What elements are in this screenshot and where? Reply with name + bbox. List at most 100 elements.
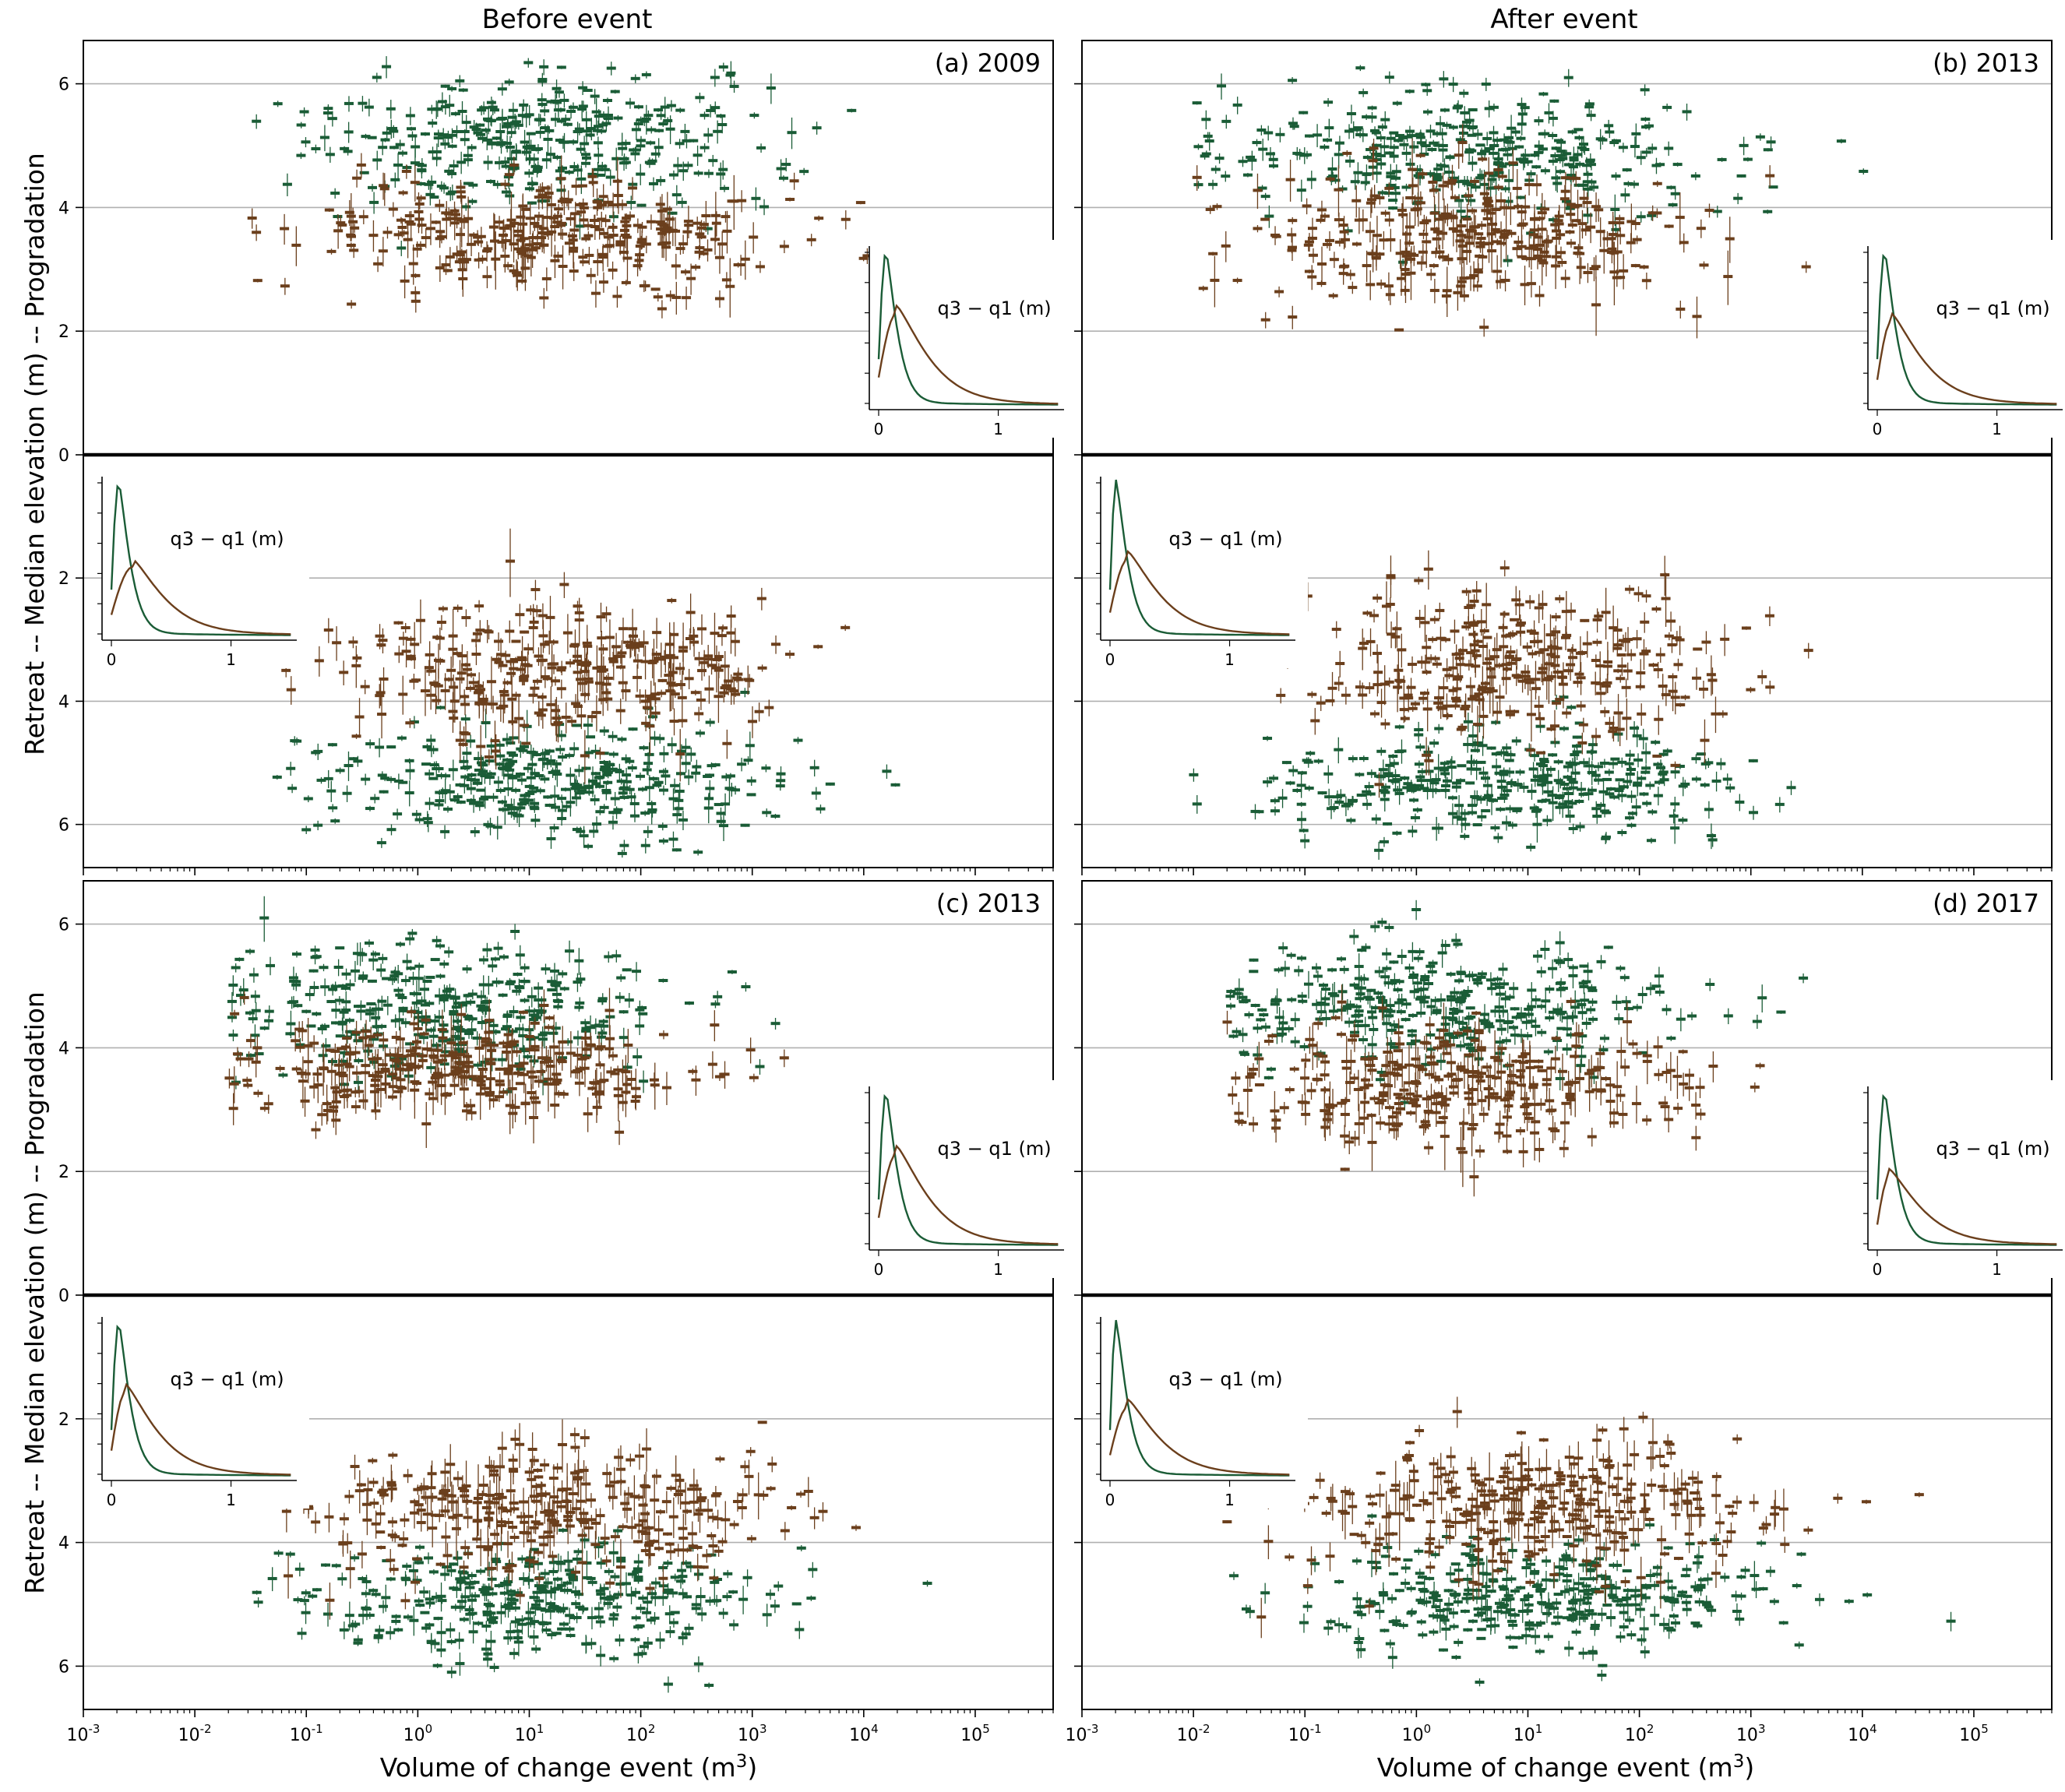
retreat-point xyxy=(1679,233,1689,253)
retreat-point xyxy=(397,1543,407,1548)
progradation-point xyxy=(1457,972,1467,976)
progradation-point xyxy=(480,787,490,809)
progradation-point xyxy=(411,136,421,158)
y-axis-label-top-row: Retreat -- Median elevation (m) -- Progr… xyxy=(19,153,50,755)
progradation-point xyxy=(1645,982,1655,995)
retreat-point xyxy=(474,600,485,613)
progradation-point xyxy=(1427,147,1437,153)
retreat-point xyxy=(692,217,703,231)
progradation-point xyxy=(297,1627,307,1640)
progradation-point xyxy=(1584,102,1595,106)
retreat-point xyxy=(1457,124,1468,164)
progradation-point xyxy=(527,788,537,795)
progradation-point xyxy=(367,136,377,139)
progradation-point xyxy=(703,169,714,178)
retreat-point xyxy=(597,203,608,207)
progradation-point xyxy=(582,118,592,145)
progradation-point xyxy=(668,788,678,811)
progradation-point xyxy=(693,170,703,177)
progradation-point xyxy=(1637,986,1647,1004)
progradation-point xyxy=(430,958,440,962)
progradation-point xyxy=(796,1545,806,1551)
retreat-point xyxy=(1526,689,1536,742)
y-tick-label: 6 xyxy=(58,76,69,95)
retreat-point xyxy=(608,223,618,248)
progradation-point xyxy=(1263,735,1273,741)
progradation-point xyxy=(395,139,405,150)
retreat-point xyxy=(1692,296,1702,339)
retreat-point xyxy=(637,221,647,234)
progradation-point xyxy=(456,151,467,174)
progradation-point xyxy=(1421,83,1431,87)
retreat-point xyxy=(448,609,458,666)
progradation-point xyxy=(1345,155,1355,167)
retreat-point xyxy=(388,202,398,217)
progradation-point xyxy=(668,170,678,180)
progradation-point xyxy=(1249,970,1259,973)
progradation-point xyxy=(1371,814,1381,825)
retreat-point xyxy=(1361,1062,1371,1100)
progradation-point xyxy=(616,973,626,982)
progradation-point xyxy=(422,811,432,827)
progradation-point xyxy=(559,93,569,108)
progradation-point xyxy=(1601,833,1611,845)
progradation-point xyxy=(485,759,495,763)
progradation-point xyxy=(713,991,723,1004)
retreat-point xyxy=(1492,702,1503,724)
progradation-point xyxy=(482,942,492,958)
progradation-point xyxy=(654,107,664,112)
progradation-point xyxy=(710,101,721,114)
progradation-point xyxy=(1682,104,1692,121)
retreat-point xyxy=(635,688,645,704)
progradation-point xyxy=(331,1563,341,1568)
progradation-point xyxy=(1367,111,1377,123)
progradation-point xyxy=(574,764,584,777)
retreat-point xyxy=(558,228,568,241)
progradation-point xyxy=(1611,139,1621,143)
retreat-point xyxy=(427,1460,437,1488)
retreat-point xyxy=(1232,277,1242,283)
progradation-point xyxy=(375,738,385,758)
progradation-point xyxy=(404,780,414,807)
retreat-point xyxy=(858,255,869,262)
retreat-point xyxy=(818,1502,828,1522)
progradation-point xyxy=(1425,125,1436,139)
retreat-point xyxy=(576,207,587,217)
progradation-point xyxy=(472,780,482,787)
progradation-point xyxy=(440,825,450,840)
retreat-point xyxy=(694,706,704,722)
progradation-point xyxy=(583,786,594,790)
progradation-point xyxy=(1397,949,1407,965)
retreat-point xyxy=(1253,173,1263,209)
progradation-point xyxy=(400,1571,411,1586)
retreat-point xyxy=(390,1531,400,1543)
progradation-point xyxy=(574,948,584,975)
progradation-point xyxy=(1617,829,1627,836)
retreat-point xyxy=(1288,217,1298,224)
progradation-point xyxy=(1367,1036,1377,1054)
progradation-point xyxy=(477,755,487,772)
progradation-point xyxy=(741,982,751,992)
retreat-point xyxy=(1576,257,1586,279)
retreat-point xyxy=(722,210,732,254)
retreat-point xyxy=(510,1429,520,1451)
progradation-point xyxy=(610,90,620,94)
progradation-point xyxy=(493,776,503,789)
progradation-point xyxy=(1303,757,1313,768)
retreat-point xyxy=(378,628,388,654)
retreat-point xyxy=(617,199,627,211)
progradation-point xyxy=(501,164,511,170)
progradation-point xyxy=(1358,88,1369,97)
progradation-point xyxy=(331,1002,341,1019)
progradation-point xyxy=(1270,806,1280,816)
progradation-point xyxy=(1411,900,1422,921)
progradation-point xyxy=(442,805,453,813)
inset-x-tick-label: 1 xyxy=(226,650,236,669)
retreat-point xyxy=(1746,686,1756,693)
progradation-point xyxy=(559,986,569,991)
retreat-point xyxy=(405,718,415,728)
retreat-point xyxy=(720,1061,730,1089)
progradation-point xyxy=(1323,138,1333,143)
progradation-point xyxy=(309,981,319,995)
